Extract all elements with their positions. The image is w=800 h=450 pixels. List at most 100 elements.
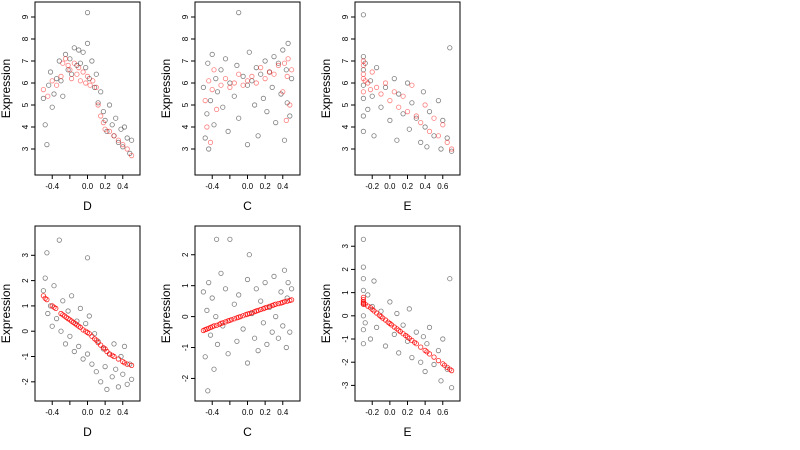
data-point bbox=[53, 315, 60, 322]
data-point bbox=[120, 142, 126, 148]
data-point bbox=[218, 67, 224, 73]
data-point bbox=[121, 360, 128, 366]
x-axis-label: D bbox=[83, 425, 92, 439]
data-point bbox=[44, 142, 50, 148]
data-point bbox=[435, 98, 441, 104]
data-point bbox=[227, 84, 233, 91]
panel-5: -0.4 0.0 0.2 0.4 -2 -1 0 1 2 C Expression bbox=[159, 225, 301, 439]
y-axis-label: Expression bbox=[319, 284, 333, 343]
data-point bbox=[115, 139, 122, 145]
y-tick-label: 0 bbox=[21, 328, 30, 333]
data-point bbox=[288, 76, 295, 82]
y-tick-label: 4 bbox=[21, 124, 30, 129]
data-point bbox=[360, 327, 366, 333]
data-point bbox=[255, 307, 261, 313]
data-point bbox=[435, 347, 441, 354]
data-point bbox=[222, 286, 229, 292]
data-point bbox=[252, 335, 258, 341]
series-red bbox=[200, 297, 295, 334]
data-point bbox=[281, 299, 288, 305]
x-tick-label: -0.4 bbox=[45, 408, 59, 417]
data-point bbox=[115, 384, 122, 390]
data-point bbox=[124, 361, 130, 367]
data-point bbox=[60, 93, 66, 99]
data-point bbox=[65, 308, 71, 314]
x-tick-label: -0.4 bbox=[45, 182, 59, 191]
data-point bbox=[369, 69, 375, 75]
data-point bbox=[124, 146, 130, 152]
data-point bbox=[431, 133, 437, 139]
data-point bbox=[207, 139, 214, 145]
data-point bbox=[413, 341, 419, 347]
data-point bbox=[378, 104, 384, 110]
data-point bbox=[249, 309, 255, 316]
x-tick-label: 0.6 bbox=[437, 182, 449, 191]
y-tick-label: 2 bbox=[21, 278, 30, 283]
data-point bbox=[360, 301, 366, 307]
data-point bbox=[382, 80, 389, 86]
data-point bbox=[255, 347, 261, 354]
data-point bbox=[367, 336, 374, 342]
data-point bbox=[69, 71, 75, 77]
data-point bbox=[418, 344, 424, 350]
y-tick-label: 3 bbox=[341, 243, 350, 248]
data-point bbox=[214, 89, 221, 95]
data-point bbox=[109, 374, 115, 380]
data-point bbox=[431, 115, 437, 121]
data-point bbox=[93, 84, 99, 91]
series-black bbox=[360, 236, 455, 391]
data-point bbox=[422, 102, 428, 108]
panel-1: -0.4 0.0 0.2 0.4 3 4 5 6 7 8 9 D Expression bbox=[0, 1, 141, 213]
data-point bbox=[444, 366, 450, 372]
data-point bbox=[214, 341, 221, 347]
data-point bbox=[271, 53, 277, 60]
data-point bbox=[246, 310, 252, 317]
data-point bbox=[424, 341, 430, 347]
data-point bbox=[71, 348, 77, 355]
y-tick-label: 9 bbox=[21, 14, 30, 19]
data-point bbox=[253, 286, 259, 292]
data-point bbox=[409, 82, 415, 88]
data-point bbox=[360, 264, 366, 270]
data-point bbox=[104, 386, 110, 392]
data-point bbox=[387, 117, 393, 124]
data-point bbox=[371, 133, 377, 139]
data-point bbox=[285, 40, 291, 47]
data-point bbox=[225, 351, 231, 357]
data-point bbox=[448, 385, 455, 391]
series-red bbox=[360, 294, 455, 374]
data-point bbox=[413, 115, 419, 121]
data-point bbox=[440, 122, 446, 128]
y-tick-label: 5 bbox=[21, 102, 30, 107]
data-point bbox=[102, 126, 108, 132]
y-tick-label: -3 bbox=[341, 381, 350, 389]
data-point bbox=[53, 82, 60, 88]
data-point bbox=[211, 122, 217, 128]
y-tick-label: 4 bbox=[181, 124, 190, 129]
x-tick-label: 0.4 bbox=[277, 182, 289, 191]
data-point bbox=[67, 333, 73, 339]
data-point bbox=[49, 323, 55, 329]
y-tick-label: 5 bbox=[341, 102, 350, 107]
data-point bbox=[84, 10, 91, 16]
x-tick-label: 0.4 bbox=[117, 408, 129, 417]
y-tick-label: -1 bbox=[181, 343, 190, 351]
data-point bbox=[394, 310, 400, 317]
data-point bbox=[382, 343, 389, 349]
data-point bbox=[418, 139, 424, 145]
data-point bbox=[391, 331, 397, 337]
data-point bbox=[98, 379, 104, 385]
y-tick-label: 9 bbox=[181, 14, 190, 19]
data-point bbox=[360, 12, 366, 18]
data-point bbox=[120, 144, 126, 150]
y-tick-label: 6 bbox=[21, 80, 30, 85]
data-point bbox=[260, 95, 266, 102]
y-tick-label: 7 bbox=[341, 58, 350, 63]
data-point bbox=[406, 126, 412, 132]
data-point bbox=[229, 317, 235, 323]
series-black bbox=[40, 237, 135, 392]
data-point bbox=[420, 334, 426, 340]
data-point bbox=[275, 62, 281, 69]
x-tick-label: 0.6 bbox=[437, 408, 449, 417]
data-point bbox=[89, 58, 95, 64]
